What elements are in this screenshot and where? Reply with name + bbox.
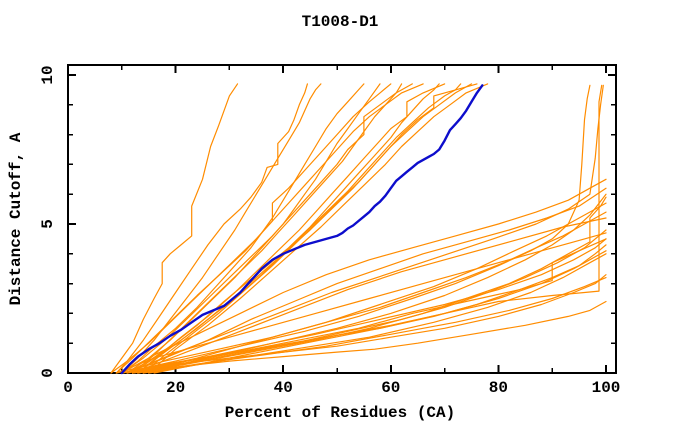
model-curves [110, 83, 424, 374]
model-curves [148, 83, 489, 374]
model-curves [132, 196, 607, 374]
model-curves [137, 83, 446, 374]
model-curves [121, 238, 607, 374]
model-curves [126, 274, 607, 374]
x-tick-label: 100 [591, 379, 621, 397]
model-curves [126, 84, 604, 374]
x-tick-label: 0 [63, 379, 73, 397]
model-curves [132, 83, 403, 374]
model-curves [110, 83, 239, 374]
model-curves [132, 300, 607, 374]
model-curves [115, 232, 607, 374]
x-tick-label: 40 [273, 379, 293, 397]
x-axis-label: Percent of Residues (CA) [224, 404, 456, 422]
model-curves [115, 211, 607, 374]
y-tick-label: 5 [39, 219, 57, 229]
x-tick-label: 60 [381, 379, 401, 397]
x-tick-label: 80 [488, 379, 508, 397]
model-curves [153, 250, 607, 374]
y-tick-label: 0 [39, 368, 57, 378]
model-curves [137, 83, 478, 374]
y-tick-label: 10 [39, 65, 57, 85]
model-curves [121, 83, 413, 374]
model-curves [126, 83, 381, 374]
model-curves [121, 83, 322, 374]
model-curves [121, 178, 607, 374]
model-curves [132, 202, 607, 374]
model-curves [115, 83, 308, 374]
chart-title: T1008-D1 [301, 13, 379, 31]
model-curves [137, 238, 607, 374]
highlighted-curve [120, 84, 484, 375]
model-curves [137, 84, 603, 374]
x-tick-label: 20 [165, 379, 186, 397]
model-curves [142, 277, 607, 374]
model-curves [148, 253, 607, 374]
plot-border [67, 64, 617, 374]
